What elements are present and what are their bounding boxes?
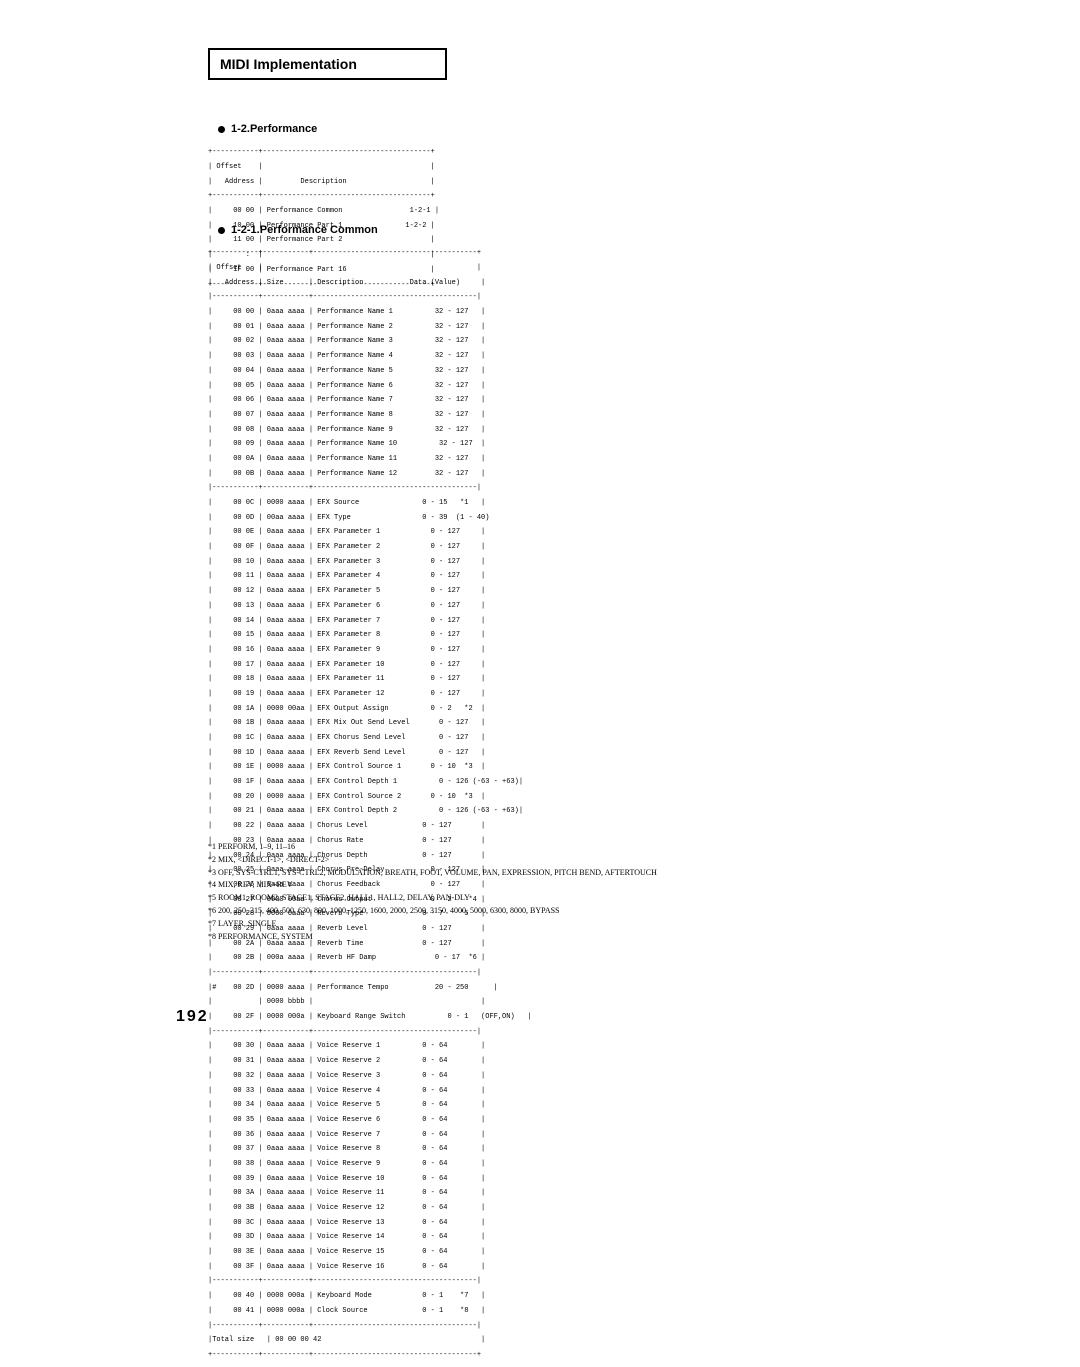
row: | 00 07 | 0aaa aaaa | Performance Name 8… [208,412,531,419]
footnote-2: *2 MIX, <DIRECT-1>, <DIRECT-2> [208,854,657,867]
row: | 00 14 | 0aaa aaaa | EFX Parameter 7 0 … [208,618,531,625]
row: | 00 39 | 0aaa aaaa | Voice Reserve 10 0… [208,1176,531,1183]
sep: |-----------+-----------+---------------… [208,1278,531,1285]
sep: +-----------+-----------+---------------… [208,250,531,257]
row: | 00 05 | 0aaa aaaa | Performance Name 6… [208,383,531,390]
row: | 00 41 | 0000 000a | Clock Source 0 - 1… [208,1308,531,1315]
row: | 00 17 | 0aaa aaaa | EFX Parameter 10 0… [208,662,531,669]
section-1-2-label: 1-2.Performance [231,123,317,135]
bullet-icon [218,126,225,133]
table-1-2-1: +-----------+-----------+---------------… [208,243,531,1367]
row: | 00 31 | 0aaa aaaa | Voice Reserve 2 0 … [208,1058,531,1065]
page: { "header": { "title": "MIDI Implementat… [0,0,1080,1080]
row: | 00 3E | 0aaa aaaa | Voice Reserve 15 0… [208,1249,531,1256]
sep: |-----------+-----------+---------------… [208,1323,531,1330]
row: | 00 38 | 0aaa aaaa | Voice Reserve 9 0 … [208,1161,531,1168]
row: | 00 10 | 0aaa aaaa | EFX Parameter 3 0 … [208,559,531,566]
row: | 00 09 | 0aaa aaaa | Performance Name 1… [208,441,531,448]
section-1-2-heading: 1-2.Performance [218,123,317,135]
row: | 00 3F | 0aaa aaaa | Voice Reserve 16 0… [208,1264,531,1271]
row: | 00 15 | 0aaa aaaa | EFX Parameter 8 0 … [208,632,531,639]
row: | 00 32 | 0aaa aaaa | Voice Reserve 3 0 … [208,1073,531,1080]
row: | 00 20 | 0000 aaaa | EFX Control Source… [208,794,531,801]
row: | 00 00 | Performance Common 1-2-1 | [208,208,439,215]
row: | 00 36 | 0aaa aaaa | Voice Reserve 7 0 … [208,1132,531,1139]
footnote-4: *4 MIX, REV, MIX+REV [208,879,657,892]
sep: +-----------+---------------------------… [208,193,439,200]
hdr: | Address | Description | [208,179,439,186]
row: | 00 40 | 0000 000a | Keyboard Mode 0 - … [208,1293,531,1300]
row: | 00 33 | 0aaa aaaa | Voice Reserve 4 0 … [208,1088,531,1095]
row: | 00 1D | 0aaa aaaa | EFX Reverb Send Le… [208,750,531,757]
row: | 00 04 | 0aaa aaaa | Performance Name 5… [208,368,531,375]
row: | 00 02 | 0aaa aaaa | Performance Name 3… [208,338,531,345]
page-title: MIDI Implementation [220,56,357,72]
row: | 00 0E | 0aaa aaaa | EFX Parameter 1 0 … [208,529,531,536]
row: | 00 1F | 0aaa aaaa | EFX Control Depth … [208,779,531,786]
section-1-2-1-heading: 1-2-1.Performance Common [218,224,378,236]
row: | 00 35 | 0aaa aaaa | Voice Reserve 6 0 … [208,1117,531,1124]
sep: |-----------+-----------+---------------… [208,485,531,492]
row: | 00 3C | 0aaa aaaa | Voice Reserve 13 0… [208,1220,531,1227]
row: | 00 3D | 0aaa aaaa | Voice Reserve 14 0… [208,1234,531,1241]
row: | 00 21 | 0aaa aaaa | EFX Control Depth … [208,808,531,815]
row: | 00 3B | 0aaa aaaa | Voice Reserve 12 0… [208,1205,531,1212]
hdr: | Offset | | [208,164,439,171]
row: | 00 18 | 0aaa aaaa | EFX Parameter 11 0… [208,676,531,683]
sep: |-----------+-----------+---------------… [208,970,531,977]
row: | 00 16 | 0aaa aaaa | EFX Parameter 9 0 … [208,647,531,654]
footnote-5: *5 ROOM1, ROOM2, STAGE1, STAGE2, HALL1, … [208,892,657,905]
sep: +-----------+-----------+---------------… [208,1352,531,1359]
row: | 00 0B | 0aaa aaaa | Performance Name 1… [208,471,531,478]
bullet-icon [218,227,225,234]
page-title-box: MIDI Implementation [208,48,447,80]
row: | 00 34 | 0aaa aaaa | Voice Reserve 5 0 … [208,1102,531,1109]
hdr: | Address | Size | Description Data (Val… [208,280,531,287]
sep: |-----------+-----------+---------------… [208,294,531,301]
hdr: | Offset | | [208,265,531,272]
row: | 00 0C | 0000 aaaa | EFX Source 0 - 15 … [208,500,531,507]
footnote-6: *6 200, 250, 315, 400, 500, 630, 800, 10… [208,905,657,918]
row: | | 0000 bbbb | | [208,999,531,1006]
row: | 00 22 | 0aaa aaaa | Chorus Level 0 - 1… [208,823,531,830]
row: | 00 08 | 0aaa aaaa | Performance Name 9… [208,427,531,434]
row: | 00 01 | 0aaa aaaa | Performance Name 2… [208,324,531,331]
row: | 00 1E | 0000 aaaa | EFX Control Source… [208,764,531,771]
row: |# 00 2D | 0000 aaaa | Performance Tempo… [208,985,531,992]
footnote-7: *7 LAYER, SINGLE [208,918,657,931]
row: | 00 3A | 0aaa aaaa | Voice Reserve 11 0… [208,1190,531,1197]
row: | 00 1B | 0aaa aaaa | EFX Mix Out Send L… [208,720,531,727]
section-1-2-1-label: 1-2-1.Performance Common [231,224,378,236]
row: | 00 1C | 0aaa aaaa | EFX Chorus Send Le… [208,735,531,742]
row: | 00 1A | 0000 00aa | EFX Output Assign … [208,706,531,713]
sep: |-----------+-----------+---------------… [208,1029,531,1036]
footnote-1: *1 PERFORM, 1–9, 11–16 [208,841,657,854]
row: | 00 0F | 0aaa aaaa | EFX Parameter 2 0 … [208,544,531,551]
row: | 00 12 | 0aaa aaaa | EFX Parameter 5 0 … [208,588,531,595]
row: | 00 11 | 0aaa aaaa | EFX Parameter 4 0 … [208,573,531,580]
row: | 00 00 | 0aaa aaaa | Performance Name 1… [208,309,531,316]
row: | 00 2B | 000a aaaa | Reverb HF Damp 0 -… [208,955,531,962]
row: | 00 0A | 0aaa aaaa | Performance Name 1… [208,456,531,463]
footnotes: *1 PERFORM, 1–9, 11–16 *2 MIX, <DIRECT-1… [208,841,657,943]
row: | 00 03 | 0aaa aaaa | Performance Name 4… [208,353,531,360]
sep: +-----------+---------------------------… [208,149,439,156]
row: | 00 19 | 0aaa aaaa | EFX Parameter 12 0… [208,691,531,698]
row: | 00 06 | 0aaa aaaa | Performance Name 7… [208,397,531,404]
footnote-3: *3 OFF, SYS-CTRL1, SYS-CTRL2, MODULATION… [208,867,657,880]
row: |Total size | 00 00 00 42 | [208,1337,531,1344]
row: | 00 37 | 0aaa aaaa | Voice Reserve 8 0 … [208,1146,531,1153]
row: | 00 0D | 00aa aaaa | EFX Type 0 - 39 (1… [208,515,531,522]
row: | 00 13 | 0aaa aaaa | EFX Parameter 6 0 … [208,603,531,610]
row: | 00 30 | 0aaa aaaa | Voice Reserve 1 0 … [208,1043,531,1050]
page-number: 192 [176,1008,209,1026]
footnote-8: *8 PERFORMANCE, SYSTEM [208,931,657,944]
row: | 00 2F | 0000 000a | Keyboard Range Swi… [208,1014,531,1021]
